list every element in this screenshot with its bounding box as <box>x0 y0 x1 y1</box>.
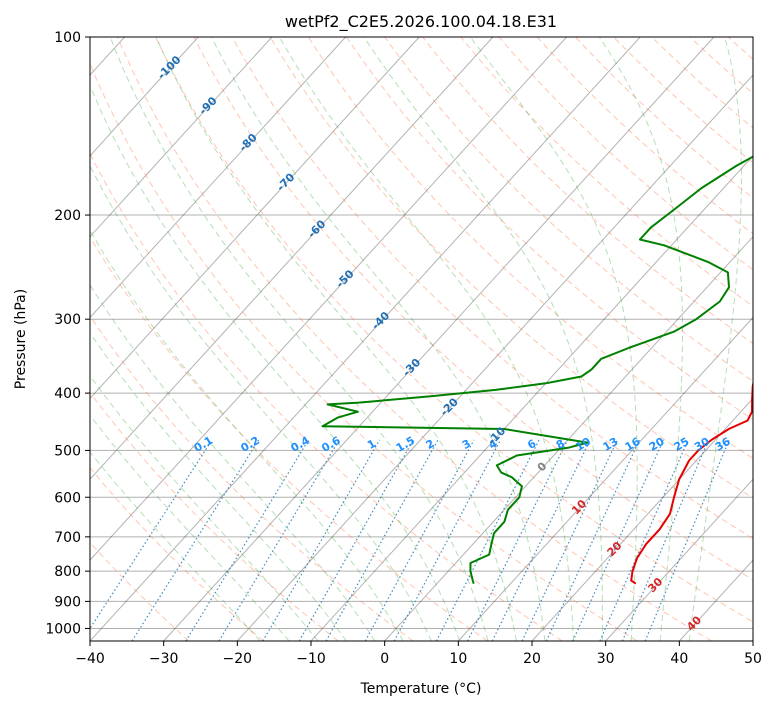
chart-title: wetPf2_C2E5.2026.100.04.18.E31 <box>285 12 557 32</box>
x-tick-label: 0 <box>380 651 389 667</box>
x-tick-label: −30 <box>149 651 179 667</box>
y-tick-label: 600 <box>54 490 81 506</box>
x-tick-label: 20 <box>523 651 541 667</box>
x-tick-label: 10 <box>449 651 467 667</box>
y-tick-label: 400 <box>54 386 81 402</box>
x-tick-label: 40 <box>670 651 688 667</box>
y-tick-label: 700 <box>54 530 81 546</box>
y-tick-label: 500 <box>54 443 81 459</box>
x-axis-label: Temperature (°C) <box>360 681 482 697</box>
x-tick-label: 30 <box>597 651 615 667</box>
y-tick-label: 300 <box>54 312 81 328</box>
y-tick-label: 200 <box>54 208 81 224</box>
x-tick-label: −10 <box>296 651 326 667</box>
y-axis-label: Pressure (hPa) <box>13 289 29 389</box>
y-tick-label: 1000 <box>45 621 81 637</box>
x-tick-label: 50 <box>744 651 762 667</box>
y-tick-label: 800 <box>54 564 81 580</box>
x-tick-label: −20 <box>223 651 253 667</box>
x-tick-label: −40 <box>75 651 105 667</box>
y-tick-label: 100 <box>54 30 81 46</box>
y-tick-label: 900 <box>54 594 81 610</box>
